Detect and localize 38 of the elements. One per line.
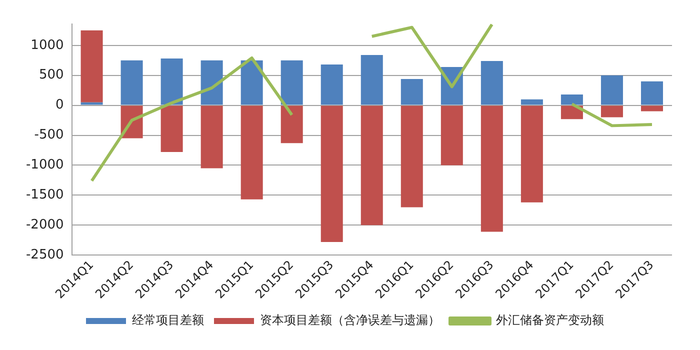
y-tick-label: -2500 bbox=[26, 248, 64, 263]
bar bbox=[280, 106, 303, 144]
bar bbox=[480, 106, 503, 232]
bar bbox=[200, 60, 223, 105]
bar bbox=[160, 106, 183, 152]
legend-label: 资本项目差额（含净误差与遗漏） bbox=[260, 313, 440, 328]
bar bbox=[640, 81, 663, 105]
bar bbox=[360, 106, 383, 226]
bar bbox=[400, 78, 423, 105]
bar bbox=[640, 106, 663, 112]
bar bbox=[560, 94, 583, 105]
bar bbox=[160, 58, 183, 105]
bar bbox=[200, 106, 223, 168]
bar bbox=[520, 99, 543, 105]
bar bbox=[600, 75, 623, 105]
bar bbox=[480, 60, 503, 105]
bar bbox=[80, 102, 103, 105]
y-tick-label: -1000 bbox=[26, 158, 64, 173]
bar bbox=[120, 60, 143, 105]
legend-label: 经常项目差额 bbox=[132, 313, 204, 328]
bar bbox=[600, 106, 623, 118]
y-tick-label: 500 bbox=[38, 68, 64, 83]
legend-label: 外汇储备资产变动额 bbox=[496, 313, 604, 328]
bar bbox=[240, 60, 263, 105]
bar bbox=[360, 54, 383, 105]
bar bbox=[520, 106, 543, 202]
y-tick-label: 0 bbox=[55, 98, 64, 113]
y-tick-label: -2000 bbox=[26, 218, 64, 233]
bar bbox=[440, 106, 463, 166]
bar bbox=[320, 64, 343, 105]
bar bbox=[280, 60, 303, 105]
bar bbox=[320, 106, 343, 242]
y-tick-label: -1500 bbox=[26, 188, 64, 203]
y-tick-label: -500 bbox=[34, 128, 64, 143]
bar bbox=[240, 106, 263, 200]
bar bbox=[400, 106, 423, 208]
bar bbox=[80, 30, 103, 102]
y-tick-label: 1000 bbox=[30, 38, 64, 53]
